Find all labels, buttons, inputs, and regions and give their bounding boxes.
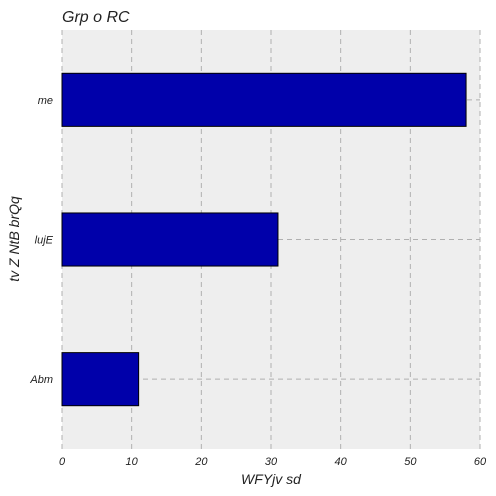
y-axis-label: tv Z NtB brQq	[6, 196, 22, 282]
bar-abm	[61, 352, 140, 407]
y-tick-label: me	[38, 95, 53, 107]
x-tick-label: 50	[404, 456, 417, 468]
y-tick-label: lujE	[35, 235, 54, 247]
x-tick-label: 0	[59, 456, 66, 468]
x-tick-labels: 0 10 20 30 40 50 60	[59, 456, 487, 468]
y-tick-labels: Abm lujE me	[29, 95, 53, 386]
x-tick-label: 10	[126, 456, 139, 468]
bars	[61, 72, 467, 407]
chart-title: Grp o RC	[62, 9, 130, 26]
x-tick-label: 40	[335, 456, 348, 468]
x-axis-label: WFYjv sd	[241, 471, 302, 487]
x-tick-label: 20	[194, 456, 208, 468]
bar-me	[61, 72, 467, 127]
x-tick-label: 60	[474, 456, 487, 468]
bar-luje	[61, 212, 279, 267]
y-tick-label: Abm	[29, 374, 53, 386]
x-tick-label: 30	[265, 456, 278, 468]
